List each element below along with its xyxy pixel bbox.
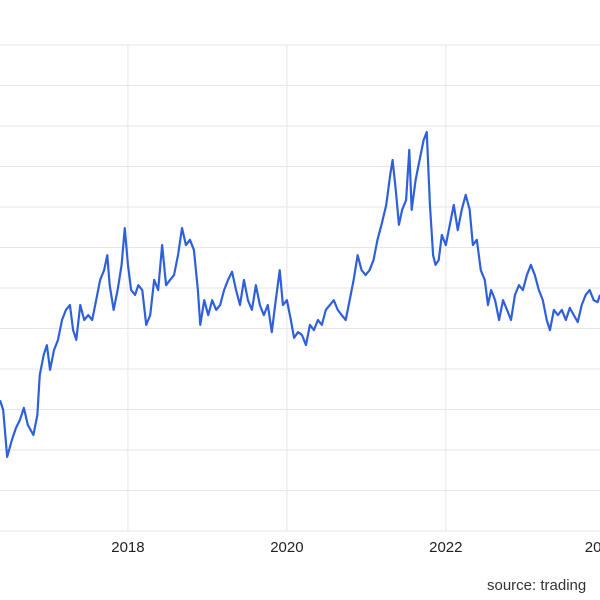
x-tick-label: 2018 [111,539,144,556]
source-note: source: trading [487,577,586,594]
x-tick-label: 2020 [270,539,303,556]
x-tick-label: 2022 [429,539,462,556]
x-tick-label: 202 [585,539,600,556]
data-line [0,130,600,458]
